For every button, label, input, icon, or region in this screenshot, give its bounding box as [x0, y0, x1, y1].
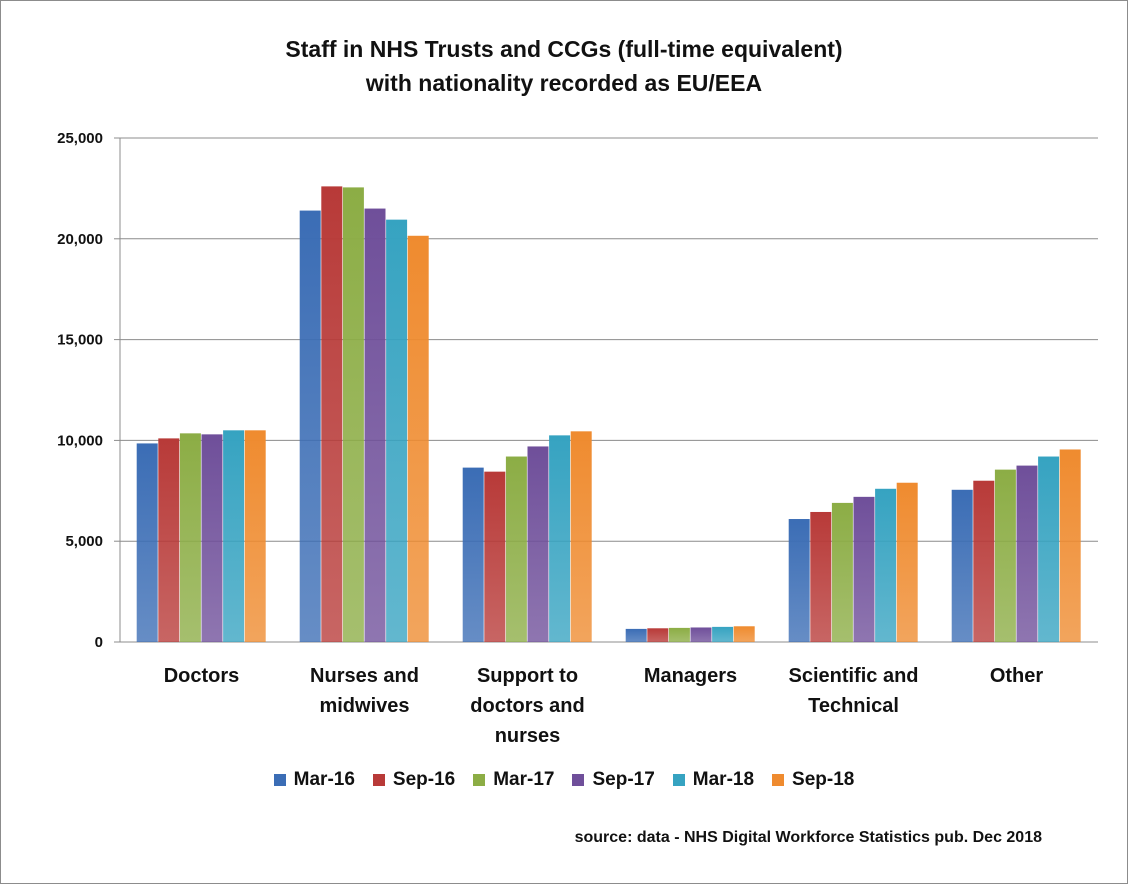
bar-sep-18	[407, 235, 429, 642]
bar-mar-17	[668, 627, 690, 642]
bar-sep-16	[973, 480, 995, 642]
x-category-label: Doctors	[164, 665, 240, 687]
bar-mar-16	[136, 443, 158, 642]
y-tick-label: 15,000	[57, 332, 103, 349]
bar-mar-16	[462, 467, 484, 642]
bar-sep-18	[1059, 449, 1081, 642]
bar-sep-16	[647, 628, 669, 642]
bar-sep-16	[321, 186, 343, 642]
bar-mar-18	[1038, 456, 1060, 642]
bar-sep-17	[1016, 465, 1038, 642]
x-category-label: Technical	[808, 695, 899, 717]
x-category-label: Managers	[644, 665, 737, 687]
legend-label: Mar-18	[692, 769, 755, 790]
x-category-label: Support to	[477, 665, 578, 687]
bar-sep-17	[201, 434, 223, 642]
bar-mar-18	[223, 430, 245, 642]
legend-swatch	[273, 774, 286, 786]
legend-label: Sep-18	[792, 769, 855, 790]
y-tick-label: 20,000	[57, 231, 103, 248]
source-note: source: data - NHS Digital Workforce Sta…	[574, 829, 1042, 846]
legend-swatch	[672, 774, 685, 786]
bar-mar-16	[951, 489, 973, 642]
bar-mar-16	[299, 210, 321, 643]
chart-title-line2: with nationality recorded as EU/EEA	[365, 70, 763, 96]
bar-mar-16	[625, 628, 647, 642]
y-tick-label: 5,000	[65, 533, 103, 550]
x-category-label: doctors and	[470, 695, 584, 717]
bar-mar-18	[712, 626, 734, 642]
legend-label: Sep-17	[592, 769, 655, 790]
legend-swatch	[572, 774, 585, 786]
bar-chart: 0 5,000 10,000 15,000 20,000 25,000 Doctors Nur…	[57, 130, 1098, 747]
bar-sep-16	[484, 471, 506, 642]
y-tick-label: 25,000	[57, 130, 103, 147]
legend-label: Sep-16	[392, 769, 456, 790]
bar-mar-17	[994, 469, 1016, 642]
legend-item: Mar-17	[473, 769, 554, 791]
bar-sep-18	[896, 482, 918, 642]
legend-label: Mar-16	[293, 769, 355, 790]
x-category-label: nurses	[495, 725, 561, 747]
bar-mar-17	[505, 456, 527, 642]
bar-sep-18	[570, 431, 592, 642]
bar-mar-18	[386, 219, 408, 642]
bar-mar-17	[831, 502, 853, 642]
legend-item: Sep-18	[772, 769, 854, 791]
x-category-label: Other	[990, 665, 1044, 687]
bar-sep-17	[690, 627, 712, 642]
bar-sep-16	[810, 511, 832, 642]
chart-title-line1: Staff in NHS Trusts and CCGs (full-time …	[285, 36, 843, 62]
legend-item: Sep-17	[572, 769, 655, 791]
legend-swatch	[372, 774, 385, 786]
legend-item: Mar-16	[273, 769, 355, 791]
x-category-label: Nurses and	[310, 665, 419, 687]
bar-sep-16	[158, 438, 180, 642]
y-tick-label: 10,000	[57, 432, 103, 449]
y-tick-label: 0	[95, 634, 103, 651]
bar-sep-17	[364, 208, 386, 642]
bar-mar-16	[788, 519, 810, 642]
chart-legend: Mar-16 Sep-16 Mar-17 Sep-17 Mar-18 Sep-18	[0, 769, 1128, 791]
bar-mar-18	[549, 435, 571, 642]
bar-sep-18	[244, 430, 266, 642]
bar-mar-17	[342, 187, 364, 642]
x-category-label: midwives	[319, 695, 409, 717]
legend-swatch	[772, 774, 785, 786]
legend-item: Sep-16	[372, 769, 456, 791]
bar-sep-17	[853, 496, 875, 642]
bar-sep-17	[527, 446, 549, 642]
bar-sep-18	[733, 626, 755, 642]
legend-label: Mar-17	[493, 769, 555, 790]
bar-mar-17	[179, 433, 201, 642]
x-category-label: Scientific and	[788, 665, 918, 687]
legend-swatch	[473, 774, 486, 786]
bar-mar-18	[875, 488, 897, 642]
legend-item: Mar-18	[672, 769, 755, 791]
